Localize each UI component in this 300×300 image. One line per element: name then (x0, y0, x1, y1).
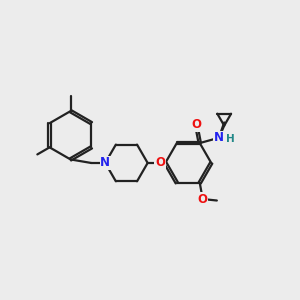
Text: N: N (100, 157, 110, 169)
Text: O: O (198, 193, 208, 206)
Text: H: H (226, 134, 235, 144)
Text: N: N (214, 131, 224, 144)
Text: O: O (191, 118, 201, 131)
Text: O: O (155, 157, 165, 169)
